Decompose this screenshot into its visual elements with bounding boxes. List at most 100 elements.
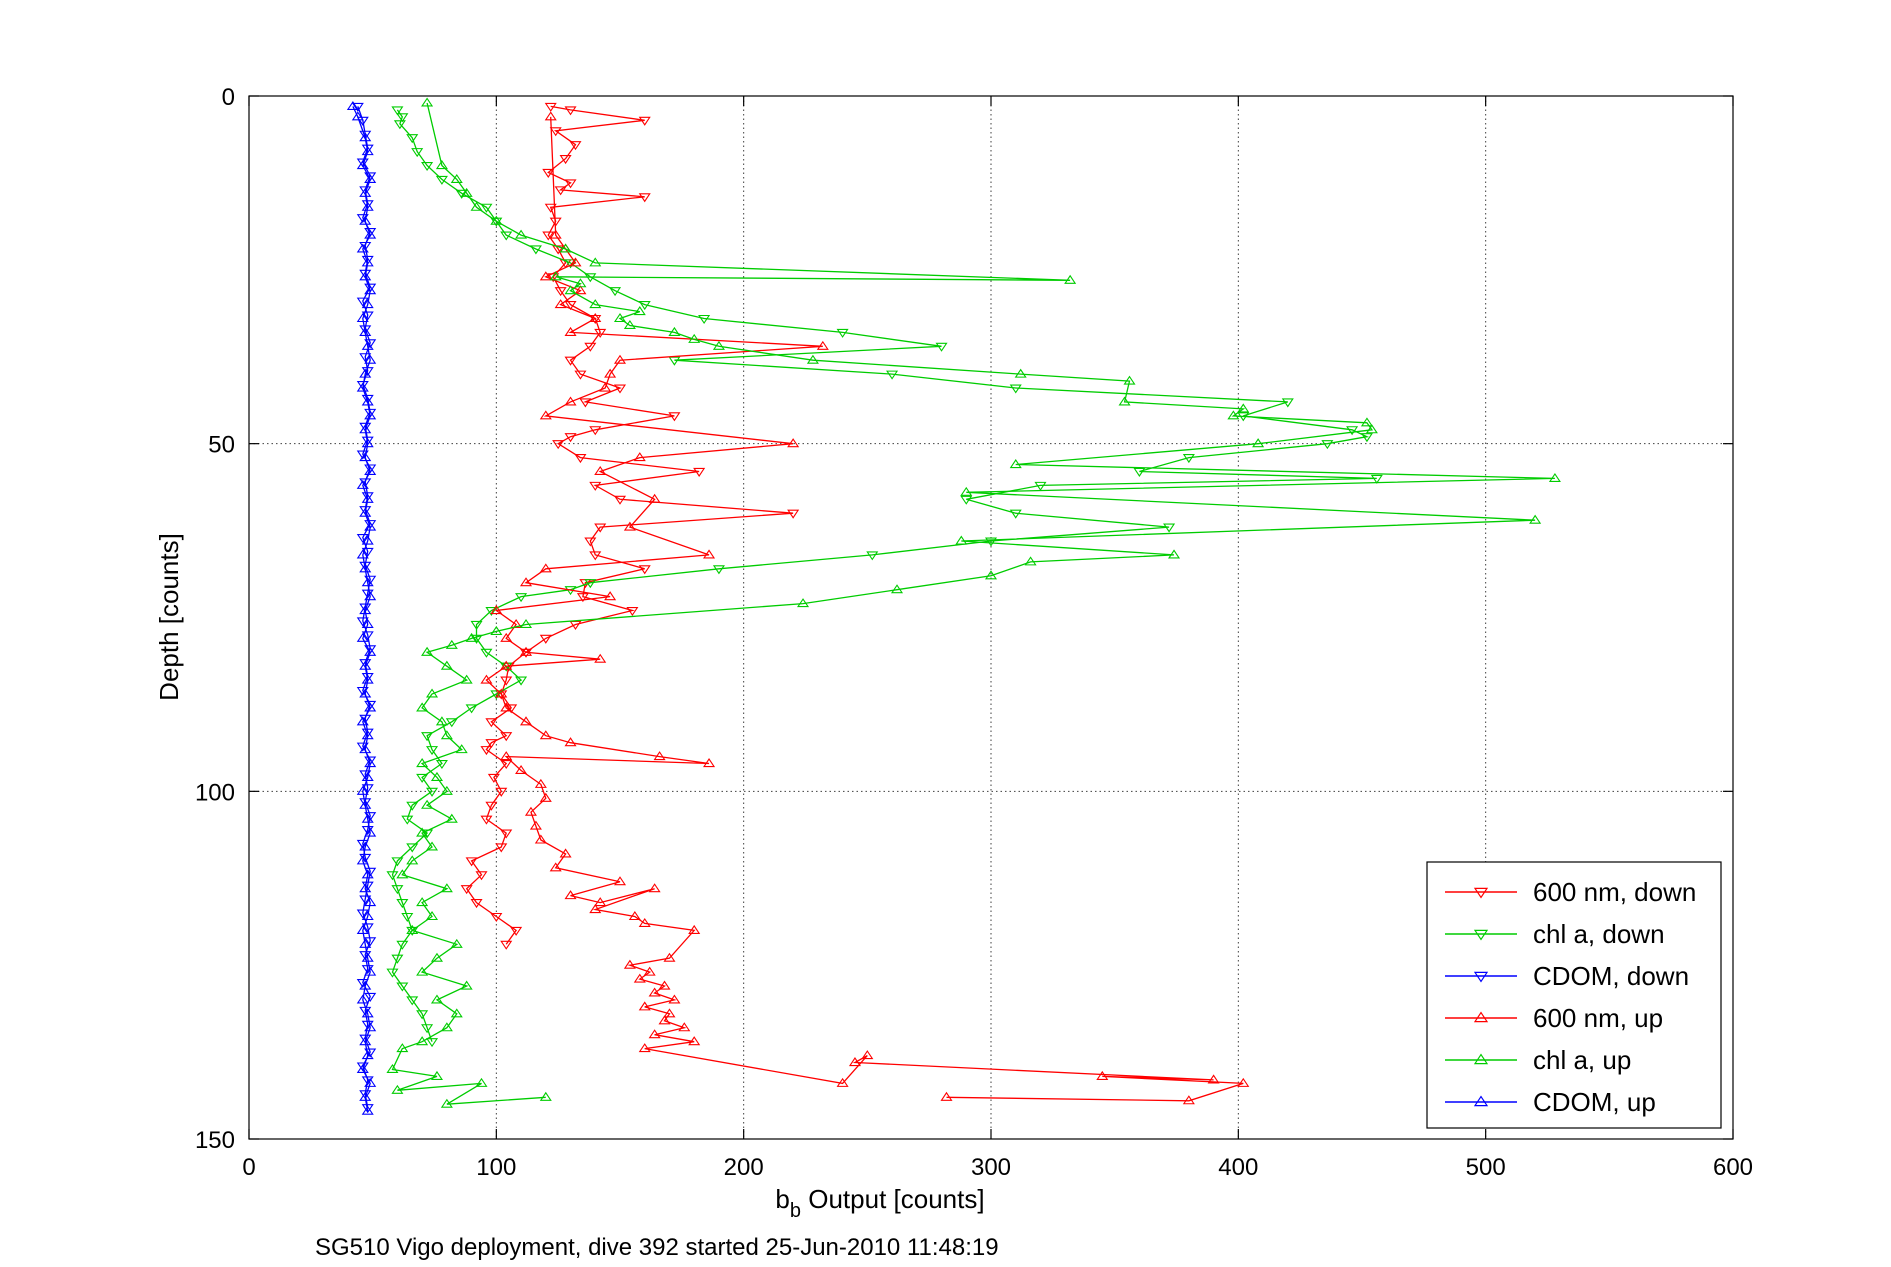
y-tick-label: 150 <box>195 1127 235 1154</box>
data-point <box>500 660 513 670</box>
data-point <box>364 464 377 474</box>
data-point <box>386 968 399 978</box>
data-point <box>465 857 478 867</box>
legend-label: 600 nm, up <box>1533 1003 1663 1033</box>
data-point <box>584 537 597 547</box>
data-point <box>589 426 602 436</box>
y-axis-label: Depth [counts] <box>154 533 184 701</box>
data-point <box>505 704 518 714</box>
data-point <box>500 702 513 712</box>
data-point <box>416 1036 429 1046</box>
data-point <box>359 1034 372 1044</box>
data-point <box>391 885 404 895</box>
data-point <box>359 326 372 336</box>
data-point <box>416 897 429 907</box>
data-point <box>470 201 483 211</box>
data-point <box>519 577 533 587</box>
legend-label: 600 nm, down <box>1533 877 1696 907</box>
data-point <box>359 883 372 893</box>
y-tick-label: 100 <box>195 779 235 806</box>
data-point <box>552 440 565 450</box>
data-point <box>534 834 547 844</box>
series-line <box>485 116 1244 1102</box>
data-point <box>416 773 429 783</box>
data-point <box>359 660 372 670</box>
data-point <box>359 980 372 990</box>
data-point <box>359 186 372 196</box>
data-point <box>1281 398 1294 408</box>
data-point <box>361 1008 374 1018</box>
data-point <box>435 716 448 726</box>
data-point <box>648 1029 661 1039</box>
data-point <box>416 702 429 712</box>
data-point <box>396 982 409 992</box>
data-point <box>1321 440 1334 450</box>
data-point <box>539 634 552 644</box>
data-point <box>628 911 641 921</box>
data-point <box>361 535 374 545</box>
data-point <box>500 662 513 672</box>
data-point <box>364 410 377 420</box>
legend-swatch-marker <box>1473 887 1489 899</box>
data-point <box>359 507 372 517</box>
data-point <box>359 1090 372 1100</box>
data-point <box>364 702 377 712</box>
data-point <box>866 551 879 561</box>
data-point <box>519 716 533 726</box>
legend-box <box>1426 861 1722 1129</box>
data-point <box>361 1104 374 1114</box>
data-point <box>500 231 513 241</box>
data-point <box>554 299 567 309</box>
data-point <box>490 912 503 922</box>
data-point <box>356 313 369 323</box>
data-point <box>633 973 646 983</box>
data-point <box>435 160 448 170</box>
data-point <box>396 113 409 123</box>
data-point <box>359 368 372 378</box>
data-point <box>359 241 372 251</box>
data-point <box>1064 274 1077 284</box>
data-point <box>406 855 419 865</box>
data-point <box>638 301 651 311</box>
data-point <box>579 398 592 408</box>
data-point <box>359 895 372 905</box>
x-tick-label: 200 <box>724 1154 764 1181</box>
data-point <box>609 287 622 297</box>
data-point <box>475 1077 488 1087</box>
data-point <box>1024 556 1037 566</box>
data-point <box>361 436 374 446</box>
data-point <box>364 521 377 531</box>
data-point <box>1207 1074 1220 1084</box>
data-point <box>574 370 587 380</box>
data-point <box>668 412 681 422</box>
legend: 600 nm, down chl a, down CDOM, down 600 nm,… <box>1426 861 1722 1129</box>
data-point <box>1529 514 1542 524</box>
data-point <box>359 271 372 281</box>
data-point <box>668 326 681 336</box>
legend-entry: chl a, up <box>1445 1045 1631 1075</box>
data-point <box>411 148 424 158</box>
data-point <box>359 561 372 571</box>
data-point <box>361 673 374 683</box>
data-point <box>613 354 627 364</box>
data-point <box>401 912 414 922</box>
data-point <box>361 923 374 933</box>
data-point <box>569 141 582 151</box>
data-point <box>658 1015 671 1025</box>
series-4 <box>386 97 1561 1108</box>
data-point <box>364 229 377 239</box>
data-point <box>425 1038 439 1048</box>
data-point <box>396 1043 409 1053</box>
data-point <box>361 1076 374 1086</box>
data-point <box>361 257 374 267</box>
data-point <box>396 869 409 879</box>
data-point <box>361 813 374 823</box>
data-point <box>359 506 372 516</box>
data-point <box>554 186 567 196</box>
data-point <box>648 987 661 997</box>
data-point <box>391 106 404 116</box>
data-point <box>1360 417 1373 427</box>
series-line <box>352 106 371 1112</box>
data-point <box>356 158 369 168</box>
data-point <box>440 660 453 670</box>
